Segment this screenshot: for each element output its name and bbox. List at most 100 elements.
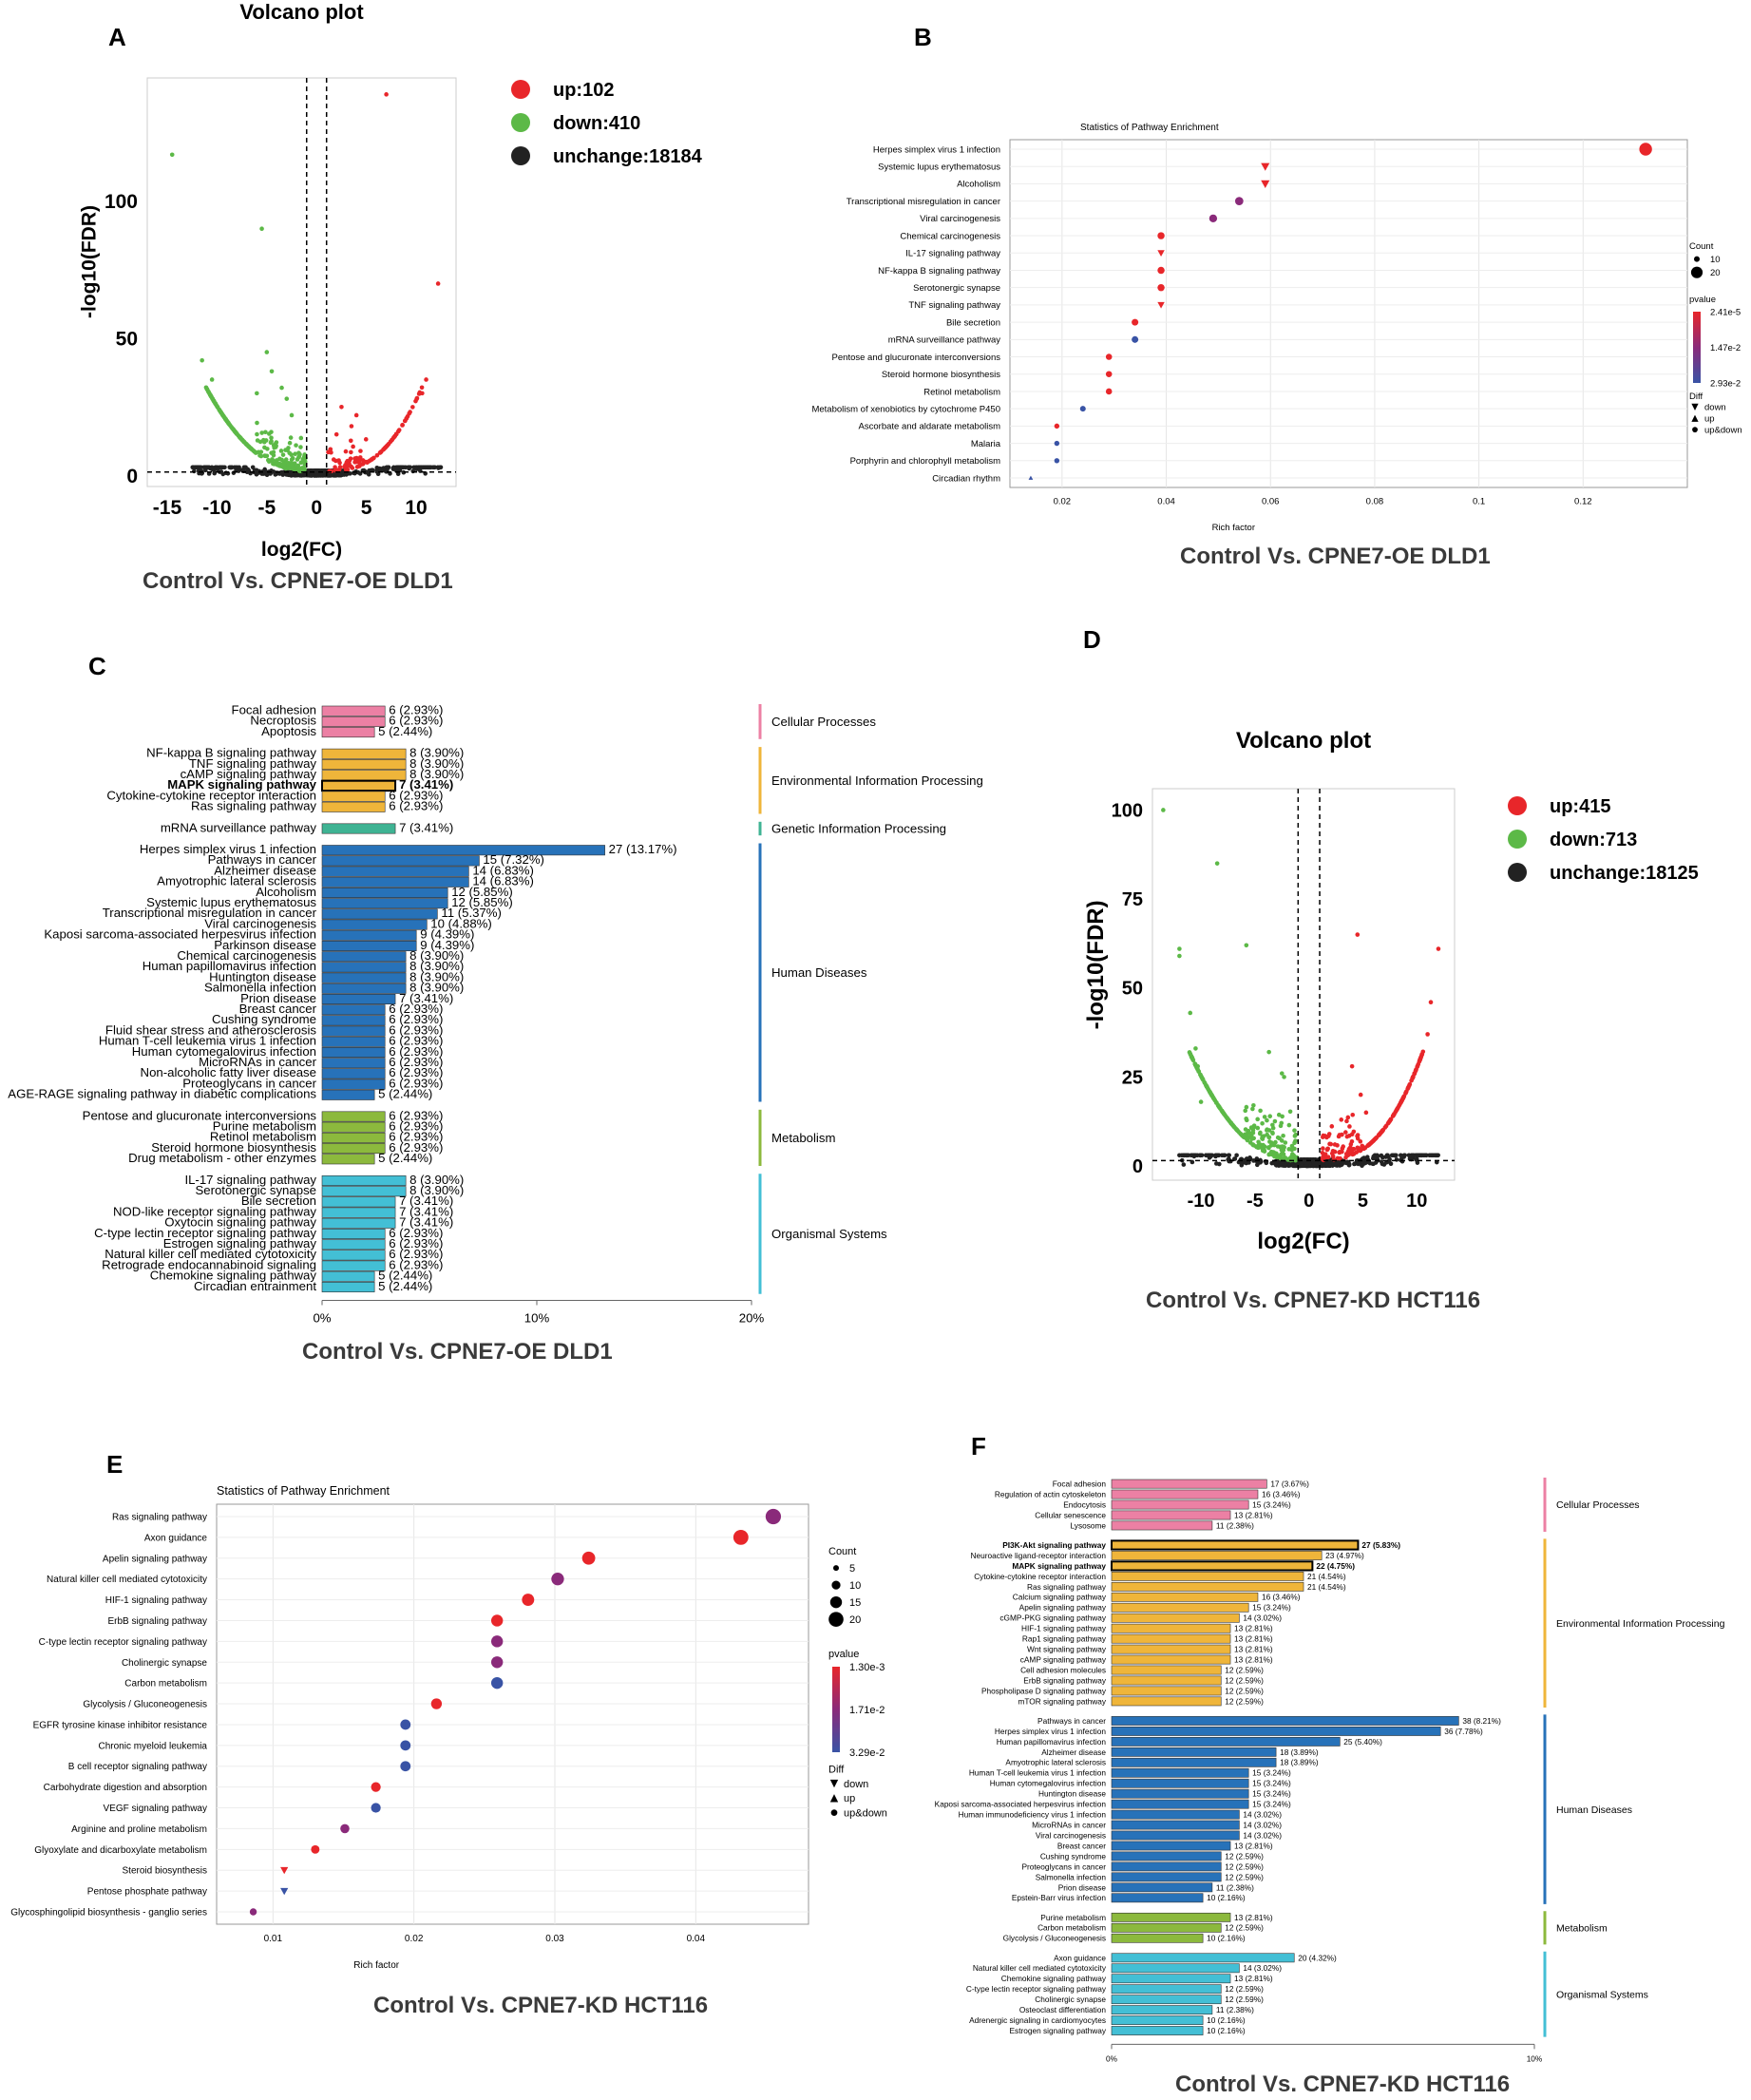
gene-point <box>222 465 227 470</box>
bar-value-label: 18 (3.89%) <box>1280 1758 1319 1767</box>
term-label: Lysosome <box>1070 1520 1106 1530</box>
term-label: Calcium signaling pathway <box>1013 1593 1107 1602</box>
term-label: Malaria <box>971 439 1001 449</box>
bar <box>321 845 605 856</box>
enrichment-point <box>1054 440 1060 447</box>
gene-point <box>404 416 409 421</box>
legend-dot-unchange <box>511 146 530 165</box>
gene-point <box>420 391 425 396</box>
gene-point <box>293 451 297 457</box>
bar <box>1111 1757 1277 1767</box>
bar <box>321 951 407 963</box>
bar-value-label: 12 (5.85%) <box>451 895 513 909</box>
bar-value-label: 10 (2.16%) <box>1207 1934 1246 1943</box>
bar-value-label: 38 (8.21%) <box>1462 1716 1501 1726</box>
term-label: Cytokine-cytokine receptor interaction <box>974 1572 1106 1581</box>
term-label: Wnt signaling pathway <box>1027 1645 1107 1654</box>
bar-value-label: 15 (3.24%) <box>1252 1800 1291 1809</box>
x-tick-label: 0.12 <box>1574 497 1592 507</box>
x-tick-label: -10 <box>202 497 231 519</box>
term-label: Viral carcinogenesis <box>204 916 316 930</box>
bar <box>321 929 417 941</box>
term-label: Transcriptional misregulation in cancer <box>103 906 317 920</box>
legend-diff-title: Diff <box>1689 391 1703 402</box>
x-tick-label: 10 <box>405 497 427 519</box>
term-label: Cell adhesion molecules <box>1020 1665 1106 1674</box>
x-tick-label: -5 <box>257 497 276 519</box>
gene-point <box>339 405 344 410</box>
gene-point <box>284 472 289 477</box>
bar <box>1111 1592 1259 1602</box>
gene-point <box>274 443 278 449</box>
term-label: IL-17 signaling pathway <box>905 249 1000 259</box>
gene-point <box>298 435 304 441</box>
x-axis-label: log2(FC) <box>261 539 342 561</box>
term-label: Transcriptional misregulation in cancer <box>847 197 1000 207</box>
enrichment-point <box>1054 458 1060 464</box>
term-label: TNF signaling pathway <box>908 300 1000 311</box>
bar <box>321 727 375 738</box>
gene-point <box>294 443 298 448</box>
term-label: Human papillomavirus infection <box>143 959 316 973</box>
category-label: Environmental Information Processing <box>1556 1618 1725 1630</box>
gene-point <box>333 458 338 464</box>
term-label: Focal adhesion <box>232 703 316 717</box>
gene-point <box>204 387 210 392</box>
bar-value-label: 6 (2.93%) <box>389 714 443 728</box>
bar <box>1111 1560 1314 1572</box>
gene-point <box>259 430 264 435</box>
category-label: Cellular Processes <box>1556 1499 1640 1511</box>
term-label: NF-kappa B signaling pathway <box>146 746 316 760</box>
bar <box>1111 1644 1231 1654</box>
gene-point <box>414 396 419 402</box>
bar <box>1111 1539 1360 1551</box>
term-label: Axon guidance <box>1054 1953 1106 1962</box>
bar <box>1111 1716 1459 1726</box>
gene-point <box>419 385 425 391</box>
bar-value-label: 12 (2.59%) <box>1225 1696 1264 1706</box>
term-label: Pathways in cancer <box>208 852 317 867</box>
term-label: C-type lectin receptor signaling pathway <box>966 1984 1107 1994</box>
gene-point <box>204 465 210 470</box>
term-label: Salmonella infection <box>204 981 316 995</box>
bar <box>1111 1882 1213 1893</box>
gene-point <box>238 434 242 440</box>
bar-value-label: 15 (3.24%) <box>1252 1603 1291 1613</box>
enrichment-point <box>1157 283 1165 292</box>
bar-value-label: 10 (4.88%) <box>430 916 492 930</box>
term-label: Chemokine signaling pathway <box>1001 1974 1107 1983</box>
term-label: Proteoglycans in cancer <box>1021 1861 1106 1871</box>
gene-point <box>279 385 284 391</box>
term-label: mRNA surveillance pathway <box>161 820 317 834</box>
gene-point <box>258 453 264 459</box>
gene-point <box>386 465 391 470</box>
panel-letter-b: B <box>914 23 932 51</box>
gene-point <box>278 449 284 453</box>
gene-point <box>219 411 225 417</box>
gene-point <box>285 466 291 470</box>
x-tick-label: 10% <box>1527 2054 1543 2064</box>
category-label: Cellular Processes <box>771 715 876 729</box>
gene-point <box>247 445 253 450</box>
gene-point <box>234 430 238 435</box>
gene-point <box>272 462 276 467</box>
gene-point <box>381 466 387 470</box>
term-label: Natural killer cell mediated cytotoxicit… <box>973 1963 1107 1973</box>
term-label: Salmonella infection <box>1036 1872 1107 1881</box>
bar-value-label: 18 (3.89%) <box>1280 1747 1319 1757</box>
term-label: Epstein-Barr virus infection <box>1012 1893 1107 1902</box>
term-label: Ras signaling pathway <box>1027 1582 1107 1592</box>
gene-point <box>266 459 272 465</box>
bar <box>1111 1675 1222 1686</box>
bar <box>1111 1767 1249 1778</box>
gene-point <box>259 226 264 232</box>
term-label: Huntington disease <box>1038 1789 1106 1799</box>
gene-point <box>222 416 228 422</box>
bar-value-label: 8 (3.90%) <box>409 767 464 781</box>
caption-e: Control Vs. CPNE7-KD HCT116 <box>373 1993 709 2018</box>
gene-point <box>353 412 359 418</box>
gene-point <box>374 468 379 474</box>
legend-diff-updown-icon <box>1692 427 1698 433</box>
